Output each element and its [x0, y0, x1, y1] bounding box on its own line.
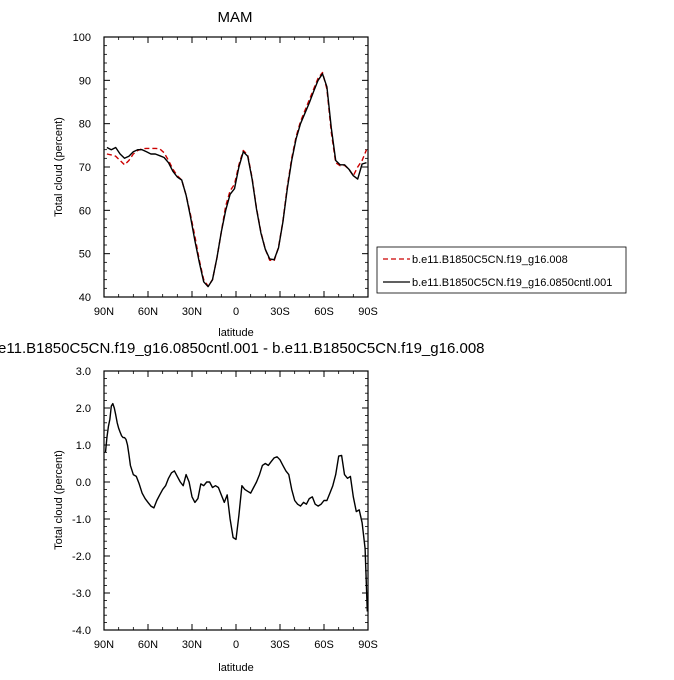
chart1-x-tick-label: 60S — [314, 306, 334, 318]
chart1-y-tick-label: 50 — [79, 249, 91, 261]
chart1-y-tick-label: 70 — [79, 162, 91, 174]
bottom-plot-frame — [103, 370, 369, 631]
top-plot-frame — [103, 36, 369, 298]
top-plot-area: 90N 60N 30N 0 30S 60S 90S 40 50 60 70 80 90 100 — [73, 32, 378, 318]
chart2-x-tick-label: 90N — [94, 639, 114, 651]
chart1-x-tick-label: 90S — [358, 306, 378, 318]
chart1-x-tick-label: 30N — [182, 306, 202, 318]
top-x-axis-label: latitude — [218, 327, 253, 339]
bottom-x-axis-label: latitude — [218, 662, 253, 674]
chart2-y-tick-label: -4.0 — [72, 625, 91, 637]
chart1-x-tick-label: 30S — [270, 306, 290, 318]
chart2-y-tick-label: -2.0 — [72, 551, 91, 563]
chart2-x-tick-label: 90S — [358, 639, 378, 651]
legend-entry-series-1: b.e11.B1850C5CN.f19_g16.008 — [412, 254, 568, 266]
chart1-x-tick-label: 0 — [233, 306, 239, 318]
chart1-y-tick-label: 80 — [79, 119, 91, 131]
legend-box — [376, 246, 627, 294]
chart2-x-tick-label: 60N — [138, 639, 158, 651]
chart1-y-tick-label: 100 — [73, 32, 91, 44]
chart2-y-tick-label: 1.0 — [76, 440, 91, 452]
chart1-y-tick-label: 90 — [79, 75, 91, 87]
chart2-y-tick-label: 2.0 — [76, 403, 91, 415]
chart2-series-line-1 — [104, 402, 368, 612]
chart2-x-tick-label: 60S — [314, 639, 334, 651]
chart2-y-tick-label: 3.0 — [76, 366, 91, 378]
bottom-y-axis-label: Total cloud (percent) — [53, 450, 65, 550]
chart1-x-tick-label: 90N — [94, 306, 114, 318]
legend-entry-series-2: b.e11.B1850C5CN.f19_g16.0850cntl.001 — [412, 277, 612, 289]
chart2-y-tick-label: -3.0 — [72, 588, 91, 600]
chart2-x-tick-label: 0 — [233, 639, 239, 651]
top-chart-title: MAM — [218, 9, 253, 26]
chart1-series-line-2 — [106, 73, 367, 288]
top-chart: MAM 90N 60N 30N 0 30S 60S 90S 40 50 60 70 80 90 100 l… — [53, 9, 627, 339]
bottom-chart: b.e11.B1850C5CN.f19_g16.0850cntl.001 - b… — [0, 340, 484, 674]
chart2-x-tick-label: 30N — [182, 639, 202, 651]
chart2-x-tick-label: 30S — [270, 639, 290, 651]
chart1-x-tick-label: 60N — [138, 306, 158, 318]
chart2-y-tick-label: 0.0 — [76, 477, 91, 489]
bottom-chart-title: b.e11.B1850C5CN.f19_g16.0850cntl.001 - b… — [0, 340, 484, 357]
chart1-y-tick-label: 60 — [79, 205, 91, 217]
top-y-axis-label: Total cloud (percent) — [53, 117, 65, 217]
chart2-y-tick-label: -1.0 — [72, 514, 91, 526]
legend: b.e11.B1850C5CN.f19_g16.008 b.e11.B1850C… — [376, 246, 627, 294]
chart1-y-tick-label: 40 — [79, 292, 91, 304]
bottom-plot-area: 90N 60N 30N 0 30S 60S 90S -4.0 -3.0 -2.0 -1.0 0.0 1.… — [72, 366, 378, 651]
